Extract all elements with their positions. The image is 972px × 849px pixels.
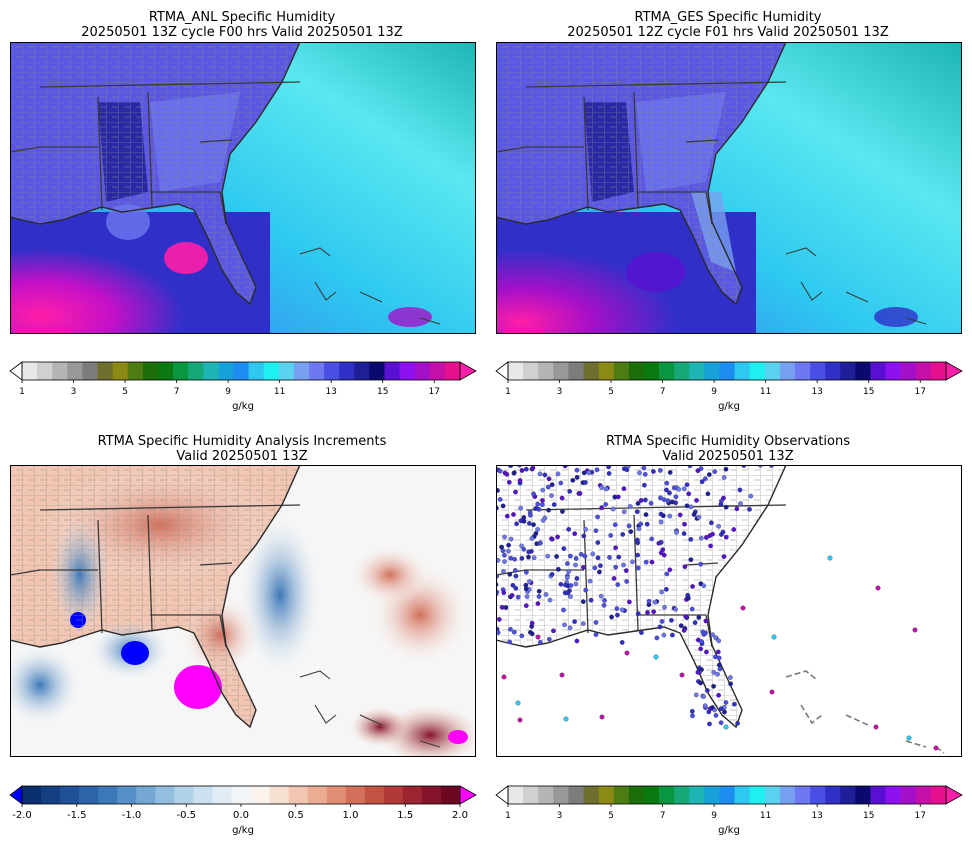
colorbar-tick-label: 17: [429, 387, 440, 397]
colorbar-tick-label: 1.0: [343, 810, 359, 821]
panel-2-colorbar: 1 3 5 7 9 11 13 15 17g/kg: [495, 361, 963, 412]
colorbar-min-extend: [495, 361, 509, 381]
colorbar-tick-label: 13: [811, 811, 822, 821]
panel-2-map: [496, 42, 962, 334]
colorbar-unit-label: g/kg: [718, 825, 740, 836]
colorbar-tick-label: -2.0: [12, 810, 32, 821]
colorbar-tick-label: -0.5: [176, 810, 196, 821]
colorbar-tick-label: 11: [760, 387, 771, 397]
panel-2-title-line2: 20250501 12Z cycle F01 hrs Valid 2025050…: [567, 25, 889, 40]
panel-1-title: RTMA_ANL Specific Humidity 20250501 13Z …: [9, 10, 475, 40]
panel-4-observation-dots: [496, 465, 939, 751]
panel-1-humid-blob: [164, 242, 208, 274]
panel-3-state-borders: [10, 504, 301, 648]
colorbar-tick-label: 13: [811, 387, 822, 397]
panel-2-title: RTMA_GES Specific Humidity 20250501 12Z …: [495, 10, 961, 40]
colorbar-tick-label: 7: [174, 387, 180, 397]
panel-4-coastline: [496, 465, 787, 729]
panel-1-state-borders: [10, 81, 301, 225]
panel-1-title-line2: 20250501 13Z cycle F00 hrs Valid 2025050…: [81, 25, 403, 40]
panel-4-colorbar-swatches: [508, 786, 947, 804]
colorbar-tick-label: 15: [863, 387, 874, 397]
colorbar-min-extend: [9, 785, 23, 805]
colorbar-tick-label: 7: [660, 811, 666, 821]
colorbar-unit-label: g/kg: [718, 401, 740, 412]
panel-2-state-borders: [496, 81, 787, 225]
panel-2-title-line1: RTMA_GES Specific Humidity: [634, 10, 822, 25]
panel-3-map: [10, 465, 476, 757]
panel-4-colorbar: 1 3 5 7 9 11 13 15 17g/kg: [495, 785, 963, 836]
colorbar-unit-label: g/kg: [232, 825, 254, 836]
panel-4-islands: [785, 670, 945, 754]
panel-3-title-line1: RTMA Specific Humidity Analysis Incremen…: [97, 434, 387, 449]
panel-3-colorbar-swatches: [22, 786, 461, 804]
colorbar-tick-label: 3: [557, 387, 563, 397]
panel-4-title-line1: RTMA Specific Humidity Observations: [605, 434, 850, 449]
colorbar-tick-label: 7: [660, 387, 666, 397]
panel-1-colorbar-swatches: [22, 362, 461, 380]
colorbar-max-extend: [945, 361, 963, 381]
colorbar-tick-label: 13: [325, 387, 336, 397]
colorbar-min-extend: [495, 785, 509, 805]
panel-1-islands: [299, 247, 441, 325]
colorbar-tick-label: 0.5: [288, 810, 304, 821]
colorbar-tick-label: 9: [225, 387, 231, 397]
colorbar-tick-label: 9: [711, 811, 717, 821]
panel-1-colorbar: 1 3 5 7 9 11 13 15 17g/kg: [9, 361, 477, 412]
colorbar-tick-label: 5: [608, 387, 614, 397]
colorbar-min-extend: [9, 361, 23, 381]
colorbar-tick-label: 5: [122, 387, 128, 397]
panel-2-colorbar-swatches: [508, 362, 947, 380]
colorbar-tick-label: 1: [19, 387, 25, 397]
colorbar-tick-label: 15: [863, 811, 874, 821]
colorbar-unit-label: g/kg: [232, 401, 254, 412]
colorbar-tick-label: 0.0: [233, 810, 249, 821]
colorbar-max-extend: [459, 361, 477, 381]
panel-2-islands: [785, 247, 927, 325]
panel-3-coastline: [10, 465, 301, 729]
colorbar-max-extend: [459, 785, 477, 805]
colorbar-tick-label: 1: [505, 387, 511, 397]
colorbar-tick-label: 1: [505, 811, 511, 821]
colorbar-tick-label: 15: [377, 387, 388, 397]
colorbar-tick-label: 5: [608, 811, 614, 821]
panel-4-map: [496, 465, 962, 757]
panel-4-title-line2: Valid 20250501 13Z: [662, 449, 794, 464]
colorbar-tick-label: 17: [915, 811, 926, 821]
colorbar-tick-label: 11: [760, 811, 771, 821]
colorbar-tick-label: -1.5: [67, 810, 87, 821]
panel-2-coastline: [496, 42, 787, 306]
panel-3-colorbar: -2.0 -1.5 -1.0 -0.5 0.0 0.5 1.0 1.5 2.0 g/kg: [9, 785, 477, 836]
panel-3-title: RTMA Specific Humidity Analysis Incremen…: [9, 434, 475, 464]
panel-1-coastline: [10, 42, 301, 306]
colorbar-tick-label: 3: [557, 811, 563, 821]
panel-3-islands: [299, 670, 441, 748]
colorbar-tick-label: 2.0: [452, 810, 468, 821]
colorbar-tick-label: 1.5: [397, 810, 413, 821]
panel-3-title-line2: Valid 20250501 13Z: [176, 449, 308, 464]
colorbar-max-extend: [945, 785, 963, 805]
panel-4-title: RTMA Specific Humidity Observations Vali…: [495, 434, 961, 464]
colorbar-tick-label: 9: [711, 387, 717, 397]
panel-3-max-increment: [174, 665, 222, 709]
colorbar-tick-label: 3: [71, 387, 77, 397]
colorbar-tick-label: 11: [274, 387, 285, 397]
colorbar-tick-label: -1.0: [122, 810, 142, 821]
panel-1-map: [10, 42, 476, 334]
panel-1-title-line1: RTMA_ANL Specific Humidity: [148, 10, 336, 25]
colorbar-tick-label: 17: [915, 387, 926, 397]
